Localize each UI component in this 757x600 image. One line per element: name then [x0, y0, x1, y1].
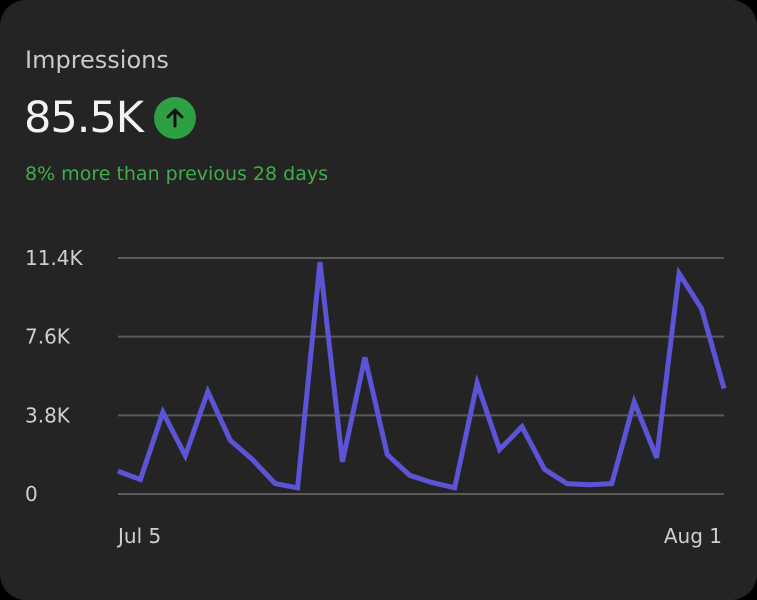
y-tick-label: 7.6K — [25, 325, 71, 349]
comparison-text: 8% more than previous 28 days — [25, 163, 328, 185]
arrow-up-icon — [153, 97, 196, 139]
card-title: Impressions — [25, 46, 169, 74]
x-tick-label: Jul 5 — [116, 524, 161, 548]
metric-value: 85.5K — [24, 93, 144, 143]
metric-row: 85.5K — [24, 92, 196, 144]
y-tick-label: 11.4K — [25, 246, 84, 270]
y-tick-label: 3.8K — [25, 403, 71, 427]
x-tick-label: Aug 1 — [664, 524, 722, 548]
y-tick-label: 0 — [25, 482, 38, 506]
series-line — [117, 261, 727, 491]
